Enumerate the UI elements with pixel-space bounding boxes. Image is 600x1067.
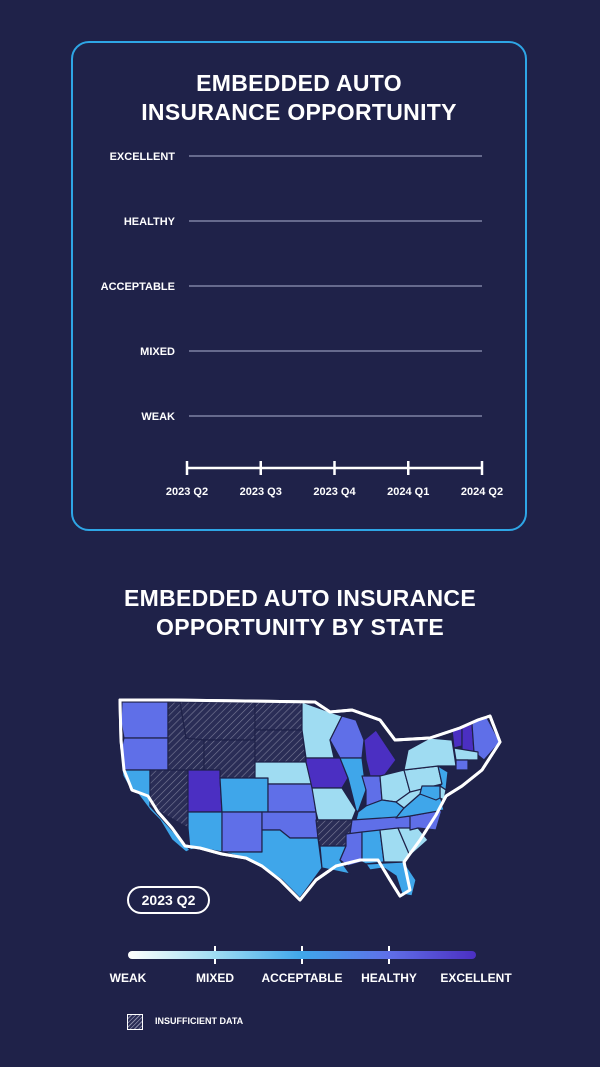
trend-chart-card: EMBEDDED AUTO INSURANCE OPPORTUNITY bbox=[71, 41, 527, 531]
state-mt bbox=[179, 701, 256, 741]
state-co bbox=[219, 777, 269, 813]
map-title-line1: EMBEDDED AUTO INSURANCE bbox=[124, 585, 476, 611]
y-level-label: WEAK bbox=[141, 411, 175, 423]
trend-chart-title-line1: EMBEDDED AUTO bbox=[196, 70, 402, 96]
legend-label-acceptable: ACCEPTABLE bbox=[261, 971, 343, 985]
legend-label-mixed: MIXED bbox=[195, 971, 235, 985]
x-tick-label: 2023 Q4 bbox=[313, 486, 356, 498]
state-ct bbox=[455, 759, 469, 771]
x-tick-label: 2024 Q2 bbox=[461, 486, 503, 498]
trend-chart-title-line2: INSURANCE OPPORTUNITY bbox=[141, 99, 457, 125]
state-ut bbox=[187, 769, 223, 813]
insufficient-data-swatch bbox=[127, 1014, 143, 1030]
state-ks bbox=[267, 783, 317, 813]
x-tick-label: 2024 Q1 bbox=[387, 486, 429, 498]
legend-label-excellent: EXCELLENT bbox=[440, 971, 512, 985]
trend-chart-title: EMBEDDED AUTO INSURANCE OPPORTUNITY bbox=[73, 69, 525, 127]
y-level-label: EXCELLENT bbox=[110, 151, 176, 163]
y-level-label: MIXED bbox=[140, 346, 175, 358]
legend-label-healthy: HEALTHY bbox=[361, 971, 417, 985]
x-tick-label: 2023 Q2 bbox=[166, 486, 208, 498]
y-level-label: ACCEPTABLE bbox=[101, 281, 175, 293]
map-title-line2: OPPORTUNITY BY STATE bbox=[156, 614, 444, 640]
y-level-label: HEALTHY bbox=[124, 216, 176, 228]
state-sd bbox=[254, 729, 307, 763]
insufficient-data-label: INSUFFICIENT DATA bbox=[155, 1016, 244, 1026]
state-nm bbox=[221, 811, 263, 853]
state-md bbox=[419, 785, 441, 801]
state-mi bbox=[363, 729, 397, 777]
map-section-title: EMBEDDED AUTO INSURANCE OPPORTUNITY BY S… bbox=[0, 584, 600, 642]
state-or bbox=[120, 737, 169, 771]
legend-label-weak: WEAK bbox=[109, 971, 147, 985]
us-border bbox=[118, 698, 502, 902]
x-tick-label: 2023 Q3 bbox=[240, 486, 282, 498]
state-wa bbox=[120, 701, 169, 739]
period-badge: 2023 Q2 bbox=[127, 886, 210, 914]
state-nd bbox=[254, 701, 303, 731]
trend-line-chart: WEAK MIXED ACCEPTABLE HEALTHY EXCELLENT 2023 … bbox=[101, 151, 503, 498]
legend-color-scale bbox=[128, 951, 476, 959]
state-ma bbox=[453, 747, 479, 761]
